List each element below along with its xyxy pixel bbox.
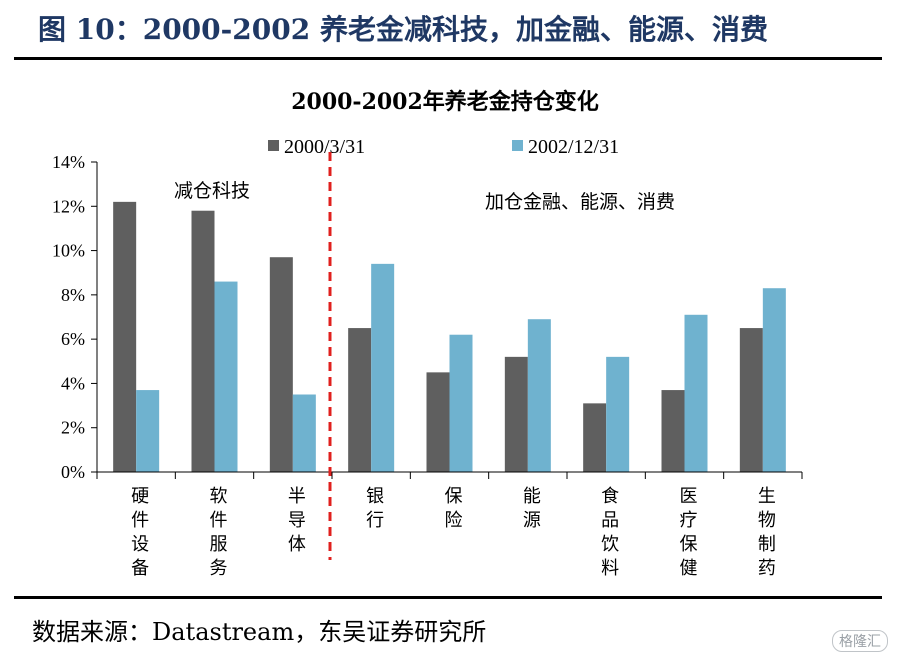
chart: 2000-2002年养老金持仓变化 2000/3/31 2002/12/31 0%… [52,89,803,579]
legend: 2000/3/31 2002/12/31 [268,136,619,158]
legend-swatch [512,140,523,151]
bar-series-2 [214,281,238,472]
bar-series-2 [292,394,316,472]
bar-series-2 [449,334,473,472]
bar-series-2 [762,288,786,472]
bar-series-2 [527,319,551,472]
bar-series-2 [371,263,395,472]
x-category-label: 食品饮料 [601,486,619,579]
y-axis: 0% 2% 4% 6% 8% 10% 12% 14% [52,152,98,482]
y-tick-label: 4% [61,373,85,393]
x-axis: 硬件设备 软件服务 半导体 银行 保险 能源 食品饮料 医疗保健 生物制药 [96,471,803,579]
x-category-label: 医疗保健 [680,486,698,579]
watermark: 格隆汇 [832,630,888,652]
legend-label: 2002/12/31 [528,136,619,158]
bottom-rule [14,596,882,599]
x-category-label: 保险 [445,486,463,531]
x-category-label: 生物制药 [758,486,776,579]
x-category-label: 硬件设备 [131,486,149,579]
bar-series-1 [504,356,528,472]
bar-series-1 [113,201,137,472]
x-category-label: 半导体 [288,486,306,555]
figure-title: 图 10：2000-2002 养老金减科技，加金融、能源、消费 [38,13,768,46]
y-tick-label: 14% [52,152,85,172]
bar-series-1 [191,210,215,472]
y-tick-label: 12% [52,196,85,216]
bar-series-1 [583,403,607,472]
bar-series-1 [348,328,372,472]
bar-series-1 [661,390,685,472]
bar-series-2 [606,356,630,472]
x-category-label: 能源 [523,486,541,531]
bar-series-1 [426,372,450,472]
y-tick-label: 10% [52,241,85,261]
y-tick-label: 6% [61,329,85,349]
top-rule [14,57,882,60]
y-tick-label: 8% [61,285,85,305]
bar-series-2 [136,390,160,472]
y-tick-label: 2% [61,418,85,438]
legend-swatch [268,140,279,151]
legend-label: 2000/3/31 [284,136,365,158]
bar-series-2 [684,314,708,472]
annotation-increase: 加仓金融、能源、消费 [485,191,675,213]
x-category-label: 银行 [366,486,384,531]
annotation-reduce: 减仓科技 [174,180,250,202]
bars [113,201,786,472]
x-category-label: 软件服务 [210,486,228,579]
bar-series-1 [739,328,763,472]
y-tick-label: 0% [61,462,85,482]
source-note: 数据来源：Datastream，东吴证券研究所 [32,618,487,646]
bar-series-1 [269,257,293,472]
chart-title: 2000-2002年养老金持仓变化 [291,89,599,115]
